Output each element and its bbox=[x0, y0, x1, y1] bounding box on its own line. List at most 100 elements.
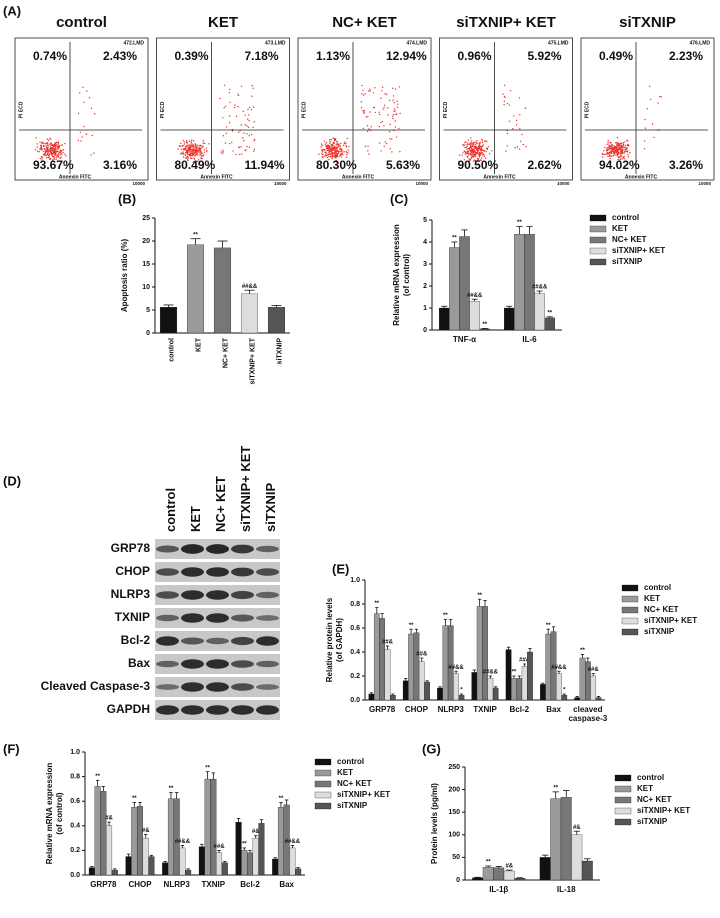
bar bbox=[476, 606, 483, 701]
event-dot bbox=[250, 133, 253, 136]
event-dot bbox=[608, 144, 610, 146]
event-dot bbox=[519, 140, 522, 142]
y-axis-label: PI ECD bbox=[301, 101, 307, 118]
event-dot bbox=[64, 153, 66, 155]
quadrant-percent: 3.26% bbox=[669, 158, 703, 172]
legend-label: KET bbox=[637, 784, 653, 793]
quadrant-percent: 5.92% bbox=[528, 49, 562, 63]
event-dot bbox=[328, 152, 330, 154]
significance-mark: ** bbox=[553, 785, 558, 791]
event-dot bbox=[522, 143, 525, 146]
event-dot bbox=[58, 146, 61, 148]
legend-swatch bbox=[621, 628, 639, 636]
plot-title: NC+ KET bbox=[332, 14, 397, 31]
legend-label: siTXNIP+ KET bbox=[612, 246, 665, 255]
event-dot bbox=[392, 117, 394, 120]
event-dot bbox=[626, 147, 628, 149]
event-dot bbox=[329, 143, 331, 145]
event-dot bbox=[337, 144, 339, 146]
significance-mark: ** bbox=[132, 796, 137, 802]
event-dot bbox=[345, 146, 348, 148]
y-tick-label: 15 bbox=[142, 261, 150, 268]
plot-frame bbox=[439, 37, 573, 181]
protein-label: GAPDH bbox=[107, 702, 150, 716]
event-dot bbox=[468, 143, 470, 146]
bar bbox=[527, 651, 533, 701]
x-tick-label: 10000 bbox=[557, 181, 570, 186]
event-dot bbox=[187, 148, 190, 151]
event-dot bbox=[478, 155, 481, 158]
x-tick-label: IL-18 bbox=[557, 885, 576, 894]
blot-band bbox=[181, 544, 204, 554]
event-dot bbox=[185, 156, 188, 159]
event-dot bbox=[40, 146, 43, 149]
significance-mark: ** bbox=[482, 322, 487, 328]
event-dot bbox=[196, 160, 199, 163]
bar bbox=[142, 837, 149, 876]
event-dot bbox=[469, 158, 472, 161]
event-dot bbox=[342, 154, 344, 156]
lane-label: control bbox=[163, 488, 178, 532]
event-dot bbox=[471, 142, 474, 144]
event-dot bbox=[205, 149, 208, 152]
event-dot bbox=[183, 143, 186, 145]
legend-label: KET bbox=[644, 594, 660, 603]
event-dot bbox=[88, 96, 91, 99]
event-dot bbox=[481, 145, 483, 148]
event-dot bbox=[46, 146, 48, 148]
legend-label: siTXNIP+ KET bbox=[337, 790, 390, 799]
event-dot bbox=[333, 152, 336, 154]
event-dot bbox=[362, 89, 364, 91]
event-dot bbox=[611, 144, 614, 147]
event-dot bbox=[380, 150, 382, 152]
x-tick-label: TXNIP bbox=[202, 880, 226, 889]
event-dot bbox=[188, 144, 191, 146]
event-dot bbox=[187, 154, 189, 156]
event-dot bbox=[345, 142, 347, 145]
x-tick-label: 10000 bbox=[274, 181, 287, 186]
event-dot bbox=[657, 102, 659, 104]
event-dot bbox=[222, 135, 225, 137]
event-dot bbox=[466, 151, 468, 153]
event-dot bbox=[337, 152, 339, 155]
event-dot bbox=[622, 142, 625, 144]
event-dot bbox=[225, 132, 228, 135]
event-dot bbox=[622, 143, 625, 146]
bar bbox=[216, 852, 223, 876]
event-dot bbox=[199, 152, 201, 154]
x-tick-label: 10000 bbox=[698, 181, 711, 186]
event-dot bbox=[472, 150, 474, 153]
event-dot bbox=[253, 121, 255, 123]
x-tick-label: NLRP3 bbox=[438, 705, 465, 714]
y-axis-label: PI ECD bbox=[18, 101, 24, 118]
event-dot bbox=[58, 147, 60, 150]
event-dot bbox=[474, 141, 476, 143]
bar bbox=[540, 684, 546, 701]
event-dot bbox=[346, 154, 348, 156]
event-dot bbox=[466, 143, 468, 146]
x-axis-label: Annexin FITC bbox=[59, 174, 92, 180]
event-dot bbox=[367, 150, 369, 152]
event-dot bbox=[53, 143, 56, 146]
bar bbox=[534, 293, 545, 331]
significance-mark: ##&& bbox=[285, 839, 301, 845]
event-dot bbox=[471, 146, 473, 148]
event-dot bbox=[55, 152, 57, 155]
event-dot bbox=[332, 144, 334, 147]
event-dot bbox=[383, 125, 385, 127]
event-dot bbox=[629, 152, 631, 154]
event-dot bbox=[385, 142, 388, 145]
event-dot bbox=[200, 152, 202, 154]
event-dot bbox=[394, 120, 396, 122]
significance-mark: ##&& bbox=[551, 665, 567, 671]
significance-mark: #& bbox=[573, 825, 581, 831]
event-dot bbox=[53, 145, 56, 148]
event-dot bbox=[627, 154, 629, 156]
event-dot bbox=[43, 153, 45, 155]
event-dot bbox=[388, 130, 391, 133]
event-dot bbox=[620, 155, 622, 157]
blot-band bbox=[231, 590, 254, 600]
event-dot bbox=[374, 111, 377, 114]
event-dot bbox=[474, 155, 477, 158]
legend-label: siTXNIP bbox=[612, 257, 643, 266]
